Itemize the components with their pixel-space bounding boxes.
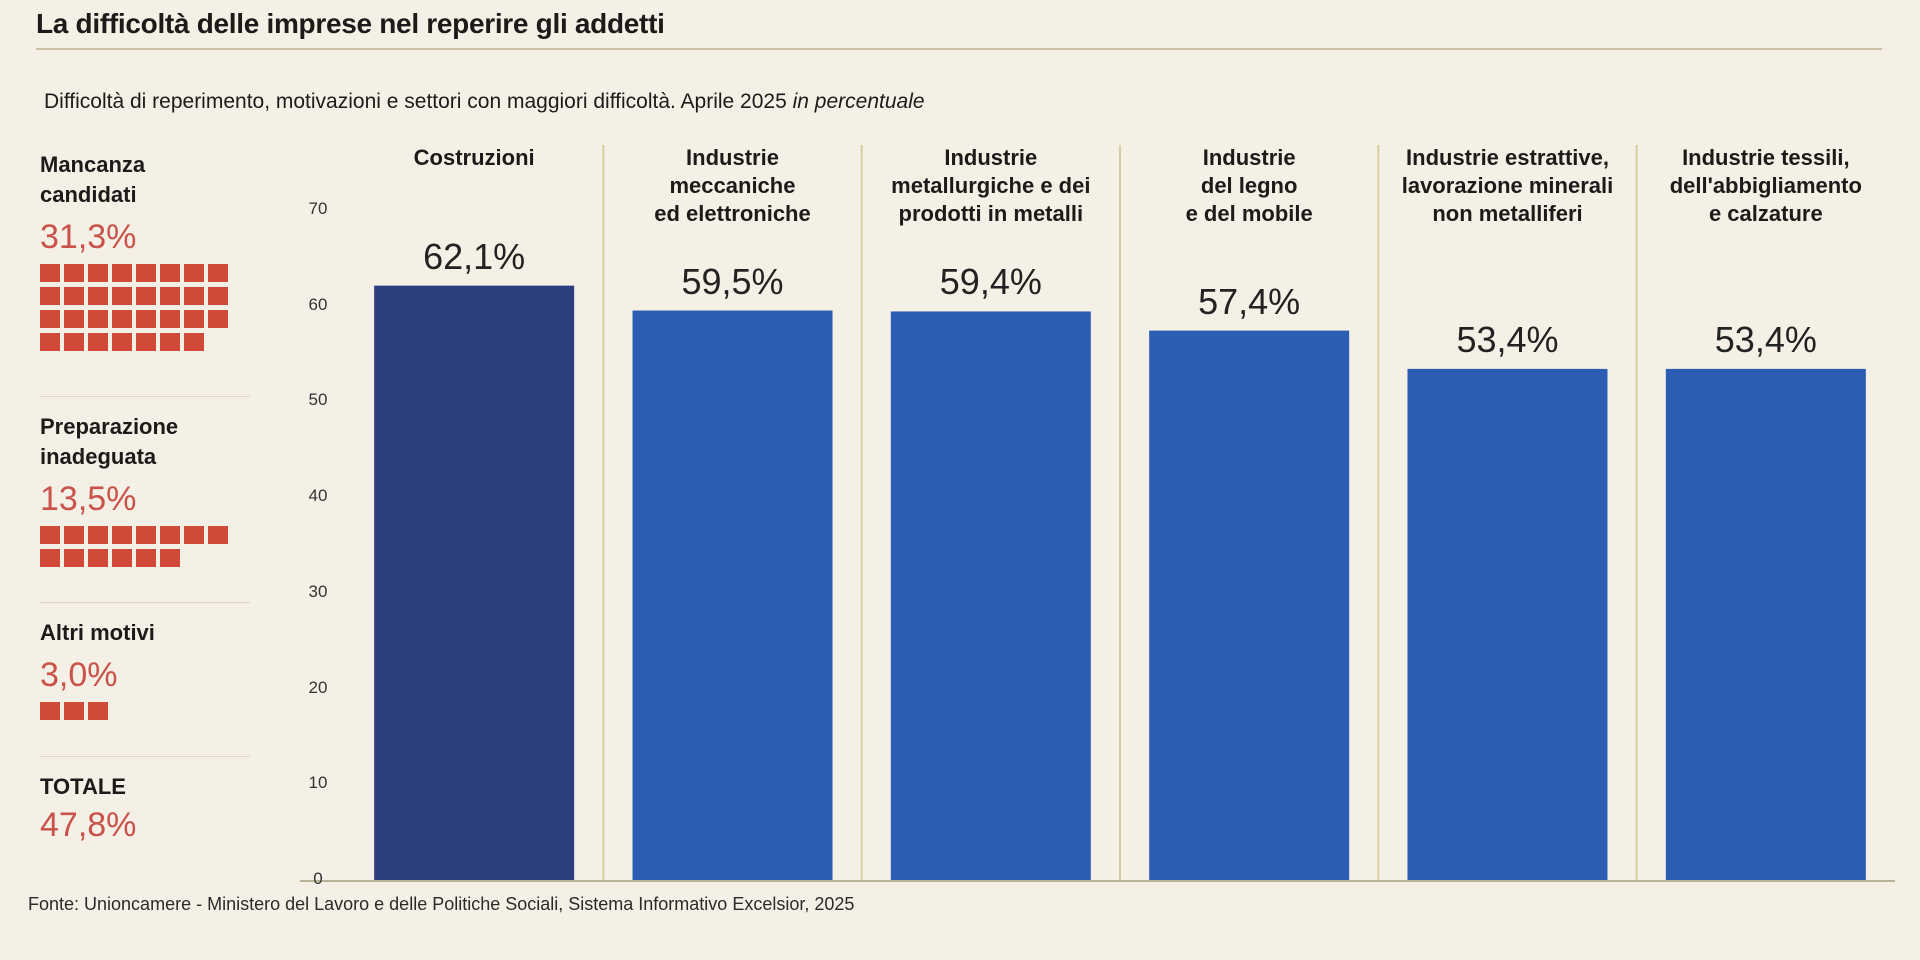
reason-squares xyxy=(40,702,260,720)
reason-square xyxy=(112,526,132,544)
category-label: Industrie del legno e del mobile xyxy=(1185,145,1313,226)
reason-square xyxy=(160,333,180,351)
y-tick-label: 70 xyxy=(308,199,328,218)
reason-square xyxy=(88,702,108,720)
category-label: Industrie meccaniche ed elettroniche xyxy=(654,145,811,226)
reason-square xyxy=(88,549,108,567)
bar xyxy=(632,310,833,880)
reason-square xyxy=(136,526,156,544)
y-tick-label: 40 xyxy=(308,486,328,506)
reason-square xyxy=(64,526,84,544)
reason-square xyxy=(160,549,180,567)
category-label: Industrie metallurgiche e dei prodotti i… xyxy=(891,145,1091,226)
bar xyxy=(1665,368,1866,880)
category-label: Industrie estrattive, lavorazione minera… xyxy=(1401,145,1614,226)
total: TOTALE 47,8% xyxy=(40,772,260,846)
category-label: Industrie tessili, dell'abbigliamento e … xyxy=(1669,145,1862,226)
reason-square xyxy=(136,310,156,328)
reason-square xyxy=(64,702,84,720)
reason-square xyxy=(184,526,204,544)
reason-value: 13,5% xyxy=(40,480,137,518)
bar-value-label: 53,4% xyxy=(1456,318,1559,360)
reason-square xyxy=(40,287,60,305)
reason-label: Preparazione inadeguata xyxy=(40,414,179,469)
reason-value: 31,3% xyxy=(40,218,137,256)
bar xyxy=(890,311,1091,880)
reason-square xyxy=(40,310,60,328)
reason-divider xyxy=(40,602,250,603)
reason-square xyxy=(112,333,132,351)
reason-square xyxy=(208,287,228,305)
reason-square xyxy=(184,287,204,305)
bar-value-label: 62,1% xyxy=(423,235,526,277)
bar xyxy=(374,285,575,881)
reason-square xyxy=(184,310,204,328)
total-value: 47,8% xyxy=(40,806,137,844)
source-note: Fonte: Unioncamere - Ministero del Lavor… xyxy=(28,894,855,914)
bar xyxy=(1149,330,1350,881)
reason-square xyxy=(64,264,84,282)
reason-square xyxy=(88,287,108,305)
reason-square xyxy=(40,702,60,720)
reason-square xyxy=(112,264,132,282)
reason-divider xyxy=(40,756,250,757)
subtitle-unit: in percentuale xyxy=(792,90,925,113)
bar xyxy=(1407,368,1608,880)
total-label: TOTALE xyxy=(40,774,126,799)
reason-square xyxy=(184,333,204,351)
y-tick-label: 10 xyxy=(308,773,328,793)
reason-square xyxy=(160,287,180,305)
reason-squares xyxy=(40,264,260,351)
reason-square xyxy=(64,287,84,305)
reason-altri-motivi: Altri motivi 3,0% xyxy=(40,618,260,720)
reason-square xyxy=(136,287,156,305)
reason-divider xyxy=(40,396,250,397)
reason-label: Altri motivi xyxy=(40,620,155,645)
chart-title: La difficoltà delle imprese nel reperire… xyxy=(36,8,665,39)
reason-mancanza-candidati: Mancanza candidati 31,3% xyxy=(40,150,260,351)
bar-value-label: 59,5% xyxy=(681,260,784,302)
reason-square xyxy=(40,526,60,544)
y-tick-label: 30 xyxy=(308,581,328,601)
reason-square xyxy=(136,549,156,567)
reason-label: Mancanza candidati xyxy=(40,152,146,207)
reason-square xyxy=(88,310,108,328)
reason-square xyxy=(184,264,204,282)
chart-subtitle: Difficoltà di reperimento, motivazioni e… xyxy=(44,90,925,114)
reason-square xyxy=(88,526,108,544)
subtitle-main: Difficoltà di reperimento, motivazioni e… xyxy=(44,90,787,113)
bar-value-label: 57,4% xyxy=(1198,280,1301,322)
reason-square xyxy=(160,526,180,544)
reason-square xyxy=(208,310,228,328)
reason-square xyxy=(64,549,84,567)
bar-value-label: 59,4% xyxy=(939,261,1042,303)
reason-preparazione-inadeguata: Preparazione inadeguata 13,5% xyxy=(40,412,260,567)
reason-square xyxy=(40,264,60,282)
reason-square xyxy=(88,264,108,282)
reason-square xyxy=(160,264,180,282)
bar-value-label: 53,4% xyxy=(1714,318,1817,360)
y-tick-label: 60 xyxy=(308,294,328,314)
reason-squares xyxy=(40,526,260,567)
reason-square xyxy=(88,333,108,351)
reason-square xyxy=(64,333,84,351)
reason-square xyxy=(208,264,228,282)
y-tick-label: 20 xyxy=(308,677,328,697)
reason-square xyxy=(136,264,156,282)
reason-square xyxy=(208,526,228,544)
reason-square xyxy=(112,287,132,305)
reason-square xyxy=(136,333,156,351)
reason-square xyxy=(112,310,132,328)
title-divider xyxy=(36,48,1882,50)
reason-square xyxy=(64,310,84,328)
reason-square xyxy=(40,549,60,567)
reason-value: 3,0% xyxy=(40,656,118,694)
reason-square xyxy=(112,549,132,567)
reason-square xyxy=(160,310,180,328)
y-tick-label: 0 xyxy=(313,869,323,888)
reason-square xyxy=(40,333,60,351)
y-tick-label: 50 xyxy=(308,390,328,410)
category-label: Costruzioni xyxy=(413,145,535,170)
